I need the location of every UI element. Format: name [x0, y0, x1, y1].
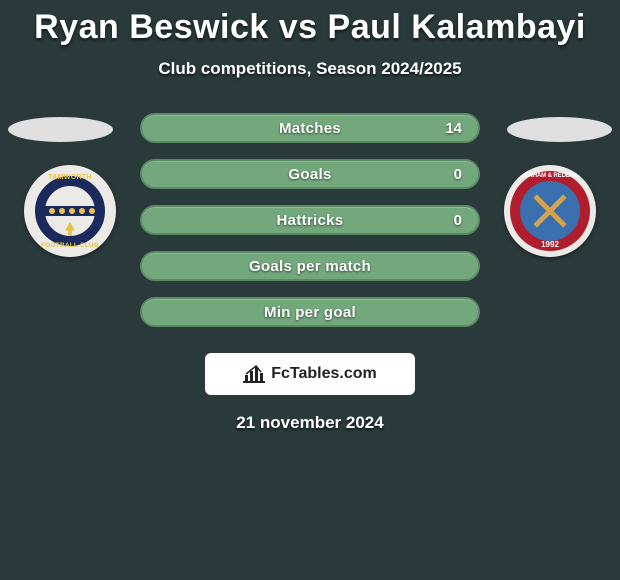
player-placeholder-left [8, 117, 113, 142]
attribution-badge: FcTables.com [205, 353, 415, 395]
crest-right-year: 1992 [510, 240, 590, 249]
attribution-text: FcTables.com [271, 365, 377, 383]
stat-label: Goals per match [249, 258, 371, 275]
stat-label: Hattricks [277, 212, 344, 229]
crest-right-arc-text: DAGENHAM & REDBRIDGE [510, 172, 590, 179]
page-title: Ryan Beswick vs Paul Kalambayi [0, 8, 620, 47]
bar-chart-icon [243, 365, 265, 383]
club-crest-right: DAGENHAM & REDBRIDGE 1992 [504, 165, 596, 257]
stat-value: 0 [454, 166, 462, 183]
stat-bar-min-per-goal: Min per goal [140, 297, 480, 327]
stat-bar-hattricks: Hattricks 0 [140, 205, 480, 235]
comparison-card: Ryan Beswick vs Paul Kalambayi Club comp… [0, 0, 620, 433]
stat-value: 14 [445, 120, 462, 137]
stat-label: Goals [288, 166, 331, 183]
crest-left-bottom-text: FOOTBALL CLUB [35, 242, 105, 249]
crest-left-top-text: TAMWORTH [35, 174, 105, 181]
stat-bars: Matches 14 Goals 0 Hattricks 0 Goals per… [140, 113, 480, 327]
middle-section: TAMWORTH FOOTBALL CLUB DAGENHAM & REDBRI… [0, 107, 620, 337]
stat-label: Min per goal [264, 304, 356, 321]
stat-bar-matches: Matches 14 [140, 113, 480, 143]
dagenham-crest-icon: DAGENHAM & REDBRIDGE 1992 [510, 171, 590, 251]
stat-bar-goals: Goals 0 [140, 159, 480, 189]
tamworth-crest-icon: TAMWORTH FOOTBALL CLUB [35, 176, 105, 246]
player-placeholder-right [507, 117, 612, 142]
subtitle: Club competitions, Season 2024/2025 [0, 59, 620, 79]
date-text: 21 november 2024 [0, 413, 620, 433]
club-crest-left: TAMWORTH FOOTBALL CLUB [24, 165, 116, 257]
stat-bar-goals-per-match: Goals per match [140, 251, 480, 281]
stat-value: 0 [454, 212, 462, 229]
stat-label: Matches [279, 120, 341, 137]
